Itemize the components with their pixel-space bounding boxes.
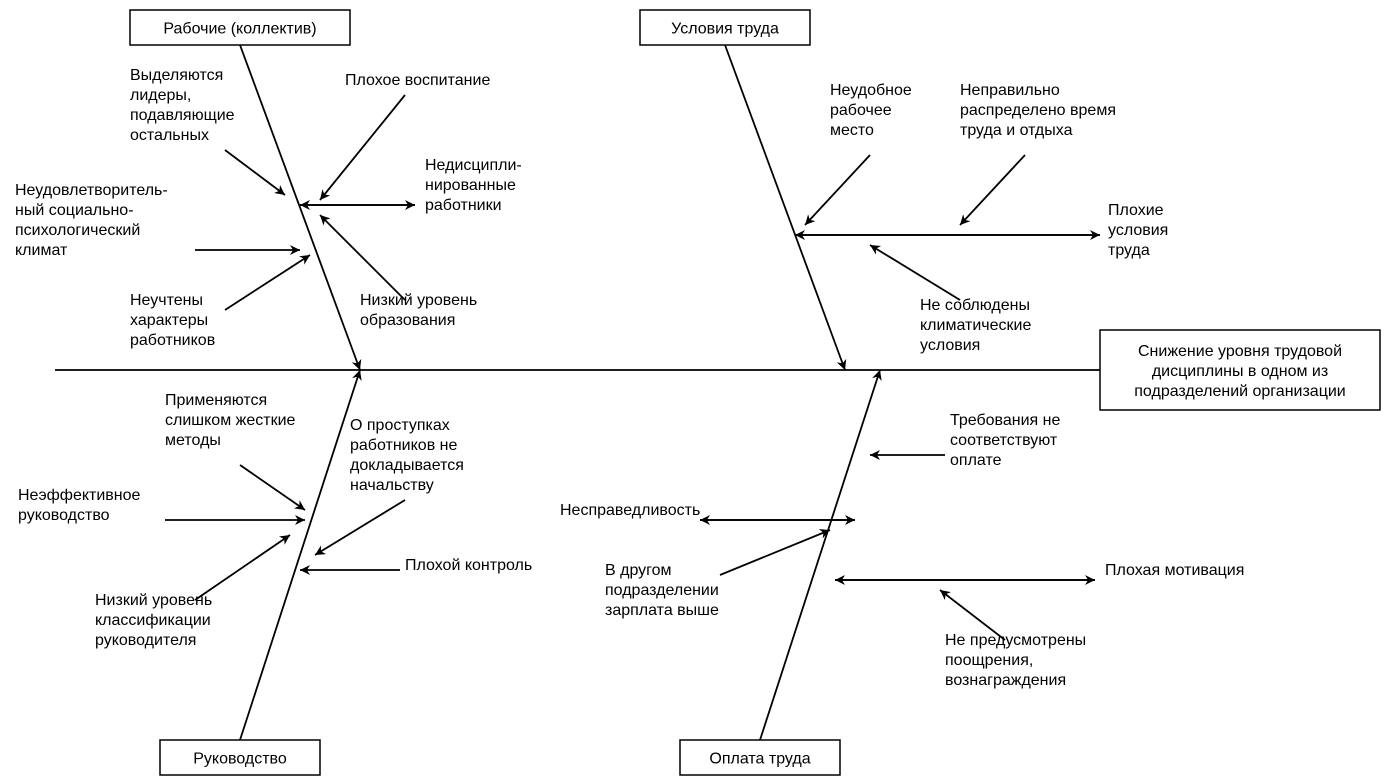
svg-text:руководство: руководство <box>18 507 110 524</box>
svg-text:Плохой контроль: Плохой контроль <box>405 557 532 574</box>
svg-text:Низкий уровень: Низкий уровень <box>95 592 212 609</box>
svg-text:Не предусмотрены: Не предусмотрены <box>945 632 1086 649</box>
svg-text:место: место <box>830 122 874 139</box>
cause-leaders: Выделяются лидеры, подавляющие остальных <box>130 67 235 144</box>
svg-text:Неучтены: Неучтены <box>130 292 203 309</box>
svg-text:остальных: остальных <box>130 127 209 144</box>
arrow-education <box>320 215 405 300</box>
svg-text:подразделении: подразделении <box>605 582 719 599</box>
svg-text:ный социально-: ный социально- <box>15 202 134 219</box>
category-management-label: Руководство <box>193 751 287 768</box>
svg-text:работники: работники <box>425 197 502 214</box>
svg-text:Требования не: Требования не <box>950 412 1060 429</box>
arrow-harsh <box>240 465 305 510</box>
svg-text:методы: методы <box>165 432 221 449</box>
svg-text:климат: климат <box>15 242 68 259</box>
svg-text:лидеры,: лидеры, <box>130 87 191 104</box>
svg-text:подавляющие: подавляющие <box>130 107 235 124</box>
arrow-upbringing <box>320 95 405 200</box>
cause-requirements: Требования не соответствуют оплате <box>950 412 1060 469</box>
effect-label: дисциплины в одном из <box>1152 363 1328 380</box>
cause-upbringing: Плохое воспитание <box>345 72 490 89</box>
svg-text:зарплата выше: зарплата выше <box>605 602 719 619</box>
arrow-timealloc <box>960 155 1025 225</box>
svg-text:Несправедливость: Несправедливость <box>560 502 700 519</box>
category-workers-label: Рабочие (коллектив) <box>163 21 316 38</box>
svg-text:классификации: классификации <box>95 612 211 629</box>
cause-badmot: Плохая мотивация <box>1105 562 1244 579</box>
svg-text:климатические: климатические <box>920 317 1031 334</box>
svg-text:Не соблюдены: Не соблюдены <box>920 297 1030 314</box>
cause-climate: Неудовлетворитель-ный социально-психолог… <box>15 182 168 259</box>
svg-text:О проступках: О проступках <box>350 417 450 434</box>
svg-text:слишком жесткие: слишком жесткие <box>165 412 296 429</box>
svg-text:образования: образования <box>360 312 455 329</box>
cause-badcond: Плохие условия труда <box>1108 202 1168 259</box>
cause-ineffective: Неэффективное руководство <box>18 487 141 524</box>
effect-label: Снижение уровня трудовой <box>1138 343 1342 360</box>
svg-text:докладывается: докладывается <box>350 457 464 474</box>
svg-text:работников не: работников не <box>350 437 457 454</box>
arrow-climatic <box>870 245 960 300</box>
svg-text:Плохие: Плохие <box>1108 202 1164 219</box>
cause-lowqual: Низкий уровень классификации руководителя <box>95 592 212 649</box>
arrow-characters <box>225 255 310 310</box>
cause-noreport: О проступках работников не докладывается на… <box>350 417 464 494</box>
svg-text:психологический: психологический <box>15 222 140 239</box>
svg-text:соответствуют: соответствуют <box>950 432 1058 449</box>
cause-climatic: Не соблюдены климатические условия <box>920 297 1031 354</box>
svg-text:работников: работников <box>130 332 215 349</box>
svg-text:Недисципли-: Недисципли- <box>425 157 522 174</box>
svg-text:Выделяются: Выделяются <box>130 67 223 84</box>
category-payment-label: Оплата труда <box>709 751 810 768</box>
cause-otherdept: В другом подразделении зарплата выше <box>605 562 719 619</box>
arrow-otherdept <box>720 530 830 575</box>
cause-norewards: Не предусмотрены поощрения, вознаграждения <box>945 632 1086 689</box>
svg-text:Применяются: Применяются <box>165 392 267 409</box>
cause-workplace: Неудобное рабочее место <box>830 82 912 139</box>
svg-text:условия: условия <box>920 337 980 354</box>
svg-text:рабочее: рабочее <box>830 102 892 119</box>
svg-text:руководителя: руководителя <box>95 632 196 649</box>
svg-text:вознаграждения: вознаграждения <box>945 672 1066 689</box>
svg-text:Низкий уровень: Низкий уровень <box>360 292 477 309</box>
svg-text:труда и отдыха: труда и отдыха <box>960 122 1073 139</box>
cause-timealloc: Неправильно распределено время труда и отд… <box>960 82 1116 139</box>
svg-text:начальству: начальству <box>350 477 434 494</box>
cause-unfair: Несправедливость <box>560 502 700 519</box>
arrow-leaders <box>225 150 285 195</box>
svg-text:труда: труда <box>1108 242 1150 259</box>
cause-characters: Неучтены характеры работников <box>130 292 215 349</box>
svg-text:Плохая мотивация: Плохая мотивация <box>1105 562 1244 579</box>
svg-text:Неудовлетворитель-: Неудовлетворитель- <box>15 182 168 199</box>
cause-undisciplined: Недисципли-нированные работники <box>425 157 522 214</box>
svg-text:поощрения,: поощрения, <box>945 652 1033 669</box>
svg-text:Неудобное: Неудобное <box>830 82 912 99</box>
cause-harsh: Применяются слишком жесткие методы <box>165 392 296 449</box>
bone-payment <box>760 370 880 740</box>
cause-education: Низкий уровень образования <box>360 292 477 329</box>
arrow-lowqual <box>195 535 290 600</box>
bone-conditions <box>725 45 845 370</box>
svg-text:В другом: В другом <box>605 562 672 579</box>
svg-text:Неправильно: Неправильно <box>960 82 1060 99</box>
bone-workers <box>240 45 360 370</box>
svg-text:Плохое воспитание: Плохое воспитание <box>345 72 490 89</box>
effect-label: подразделений организации <box>1134 383 1345 400</box>
svg-text:нированные: нированные <box>425 177 516 194</box>
arrow-workplace <box>805 155 870 225</box>
svg-text:условия: условия <box>1108 222 1168 239</box>
fishbone-diagram: Снижение уровня трудовой дисциплины в одн… <box>0 0 1392 783</box>
svg-text:распределено время: распределено время <box>960 102 1116 119</box>
category-conditions-label: Условия труда <box>671 21 779 38</box>
svg-text:оплате: оплате <box>950 452 1002 469</box>
svg-text:характеры: характеры <box>130 312 208 329</box>
arrow-noreport <box>315 500 405 555</box>
svg-text:Неэффективное: Неэффективное <box>18 487 141 504</box>
cause-badcontrol: Плохой контроль <box>405 557 532 574</box>
